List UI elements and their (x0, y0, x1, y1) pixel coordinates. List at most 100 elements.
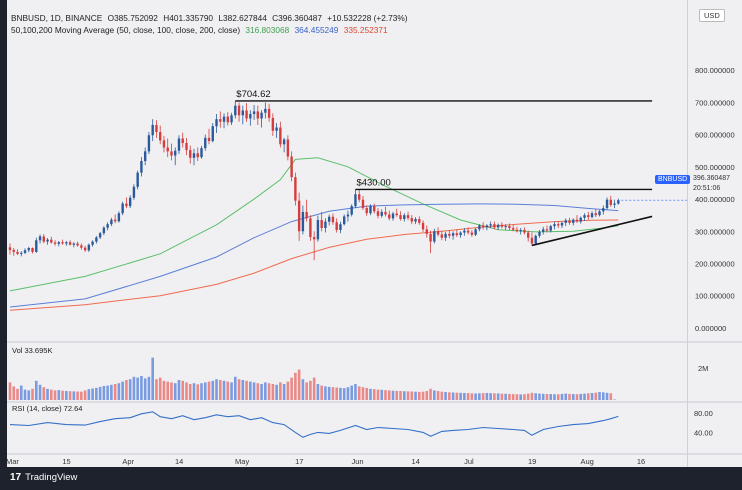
volume-bar (222, 380, 226, 400)
volume-bar (414, 391, 417, 400)
volume-bar (470, 393, 474, 400)
last-price-value: 396.360487 (693, 175, 730, 182)
candle-body (211, 126, 214, 142)
candle-body (511, 228, 515, 230)
candle-body (575, 219, 579, 222)
candle-body (538, 231, 541, 236)
volume-bar (16, 388, 19, 400)
volume-bar (234, 376, 237, 400)
volume-bar (95, 387, 98, 400)
volume-bar (376, 389, 380, 400)
volume-bar (282, 384, 286, 400)
candle-body (91, 241, 94, 245)
candle-body (545, 229, 549, 231)
candle-body (219, 119, 222, 122)
volume-bar (575, 394, 579, 400)
candle-body (192, 153, 196, 158)
high-value: H401.335790 (163, 13, 214, 23)
price-tick-label: 0.000000 (695, 324, 726, 333)
candle-body (572, 219, 575, 223)
footer-bar (0, 467, 742, 490)
tradingview-logo[interactable]: 17 TradingView (10, 472, 77, 483)
candle-body (42, 236, 45, 242)
volume-bar (226, 381, 230, 400)
candle-body (151, 124, 154, 136)
candle-body (162, 140, 166, 148)
candle-body (305, 211, 308, 219)
volume-bar (590, 392, 594, 400)
candle-body (181, 138, 184, 144)
candle-body (609, 199, 612, 205)
candle-body (230, 115, 233, 123)
candle-body (440, 234, 444, 238)
candle-body (309, 218, 312, 238)
price-axis[interactable]: 0.000000 100.000000 200.000000 300.000000 40… (687, 0, 742, 467)
candle-body (466, 230, 470, 233)
volume-bar (113, 384, 117, 400)
price-tick-label: 600.000000 (695, 131, 735, 140)
volume-bar (568, 393, 571, 400)
volume-bar (500, 393, 504, 400)
candle-body (256, 111, 260, 119)
volume-bar (579, 393, 583, 400)
open-value: O385.752092 (107, 13, 158, 23)
volume-bar (297, 369, 301, 400)
tradingview-wordmark: TradingView (25, 472, 78, 483)
volume-bar (402, 391, 406, 400)
candle-body (613, 203, 616, 205)
volume-bar (249, 381, 252, 400)
candle-body (478, 225, 481, 230)
candle-body (384, 211, 387, 215)
chart-area[interactable]: $704.62 $430.00 Vol 33.695K RSI (14, close)… (6, 0, 687, 467)
candle-body (271, 117, 275, 131)
candle-body (388, 214, 391, 219)
candle-body (373, 206, 376, 212)
candle-body (376, 211, 380, 216)
volume-bar (218, 380, 222, 400)
candle-body (31, 248, 34, 252)
candle-body (316, 219, 320, 240)
candle-body (455, 233, 459, 236)
volume-bar (211, 380, 215, 400)
candle-body (500, 224, 504, 227)
price-tick-label: 800.000000 (695, 66, 735, 75)
volume-bar (312, 377, 316, 400)
candle-body (132, 186, 136, 198)
candle-body (245, 110, 248, 119)
volume-bar (68, 391, 72, 400)
candle-body (406, 215, 410, 219)
currency-badge[interactable]: USD (699, 9, 725, 22)
candle-body (542, 229, 545, 232)
volume-bar (31, 388, 34, 400)
candle-body (20, 252, 23, 254)
price-tick-label: 100.000000 (695, 292, 735, 301)
chart-svg[interactable]: $704.62 $430.00 Vol 33.695K RSI (14, close)… (6, 0, 687, 467)
candle-body (579, 217, 582, 222)
candle-body (331, 216, 335, 223)
candle-body (196, 153, 199, 158)
volume-bar (613, 399, 616, 400)
candle-body (8, 247, 12, 250)
volume-bar (65, 391, 68, 400)
candle-body (594, 213, 597, 216)
volume-bar (177, 380, 181, 400)
volume-bar (534, 393, 537, 400)
candle-body (605, 199, 609, 209)
time-tick-label: 14 (412, 457, 420, 466)
candle-body (564, 220, 567, 223)
volume-bar (128, 379, 132, 400)
volume-bar (192, 383, 196, 400)
volume-bar (478, 393, 481, 400)
volume-bar (173, 383, 177, 400)
volume-bar (301, 379, 305, 400)
volume-bar (425, 391, 429, 400)
volume-bar (147, 376, 151, 400)
candle-body (286, 139, 290, 157)
volume-bar (440, 391, 444, 400)
volume-bar (361, 387, 365, 400)
candle-body (301, 211, 305, 232)
volume-bar (519, 394, 522, 400)
volume-bar (140, 376, 143, 400)
volume-bar (339, 387, 342, 400)
volume-bar (455, 392, 459, 400)
